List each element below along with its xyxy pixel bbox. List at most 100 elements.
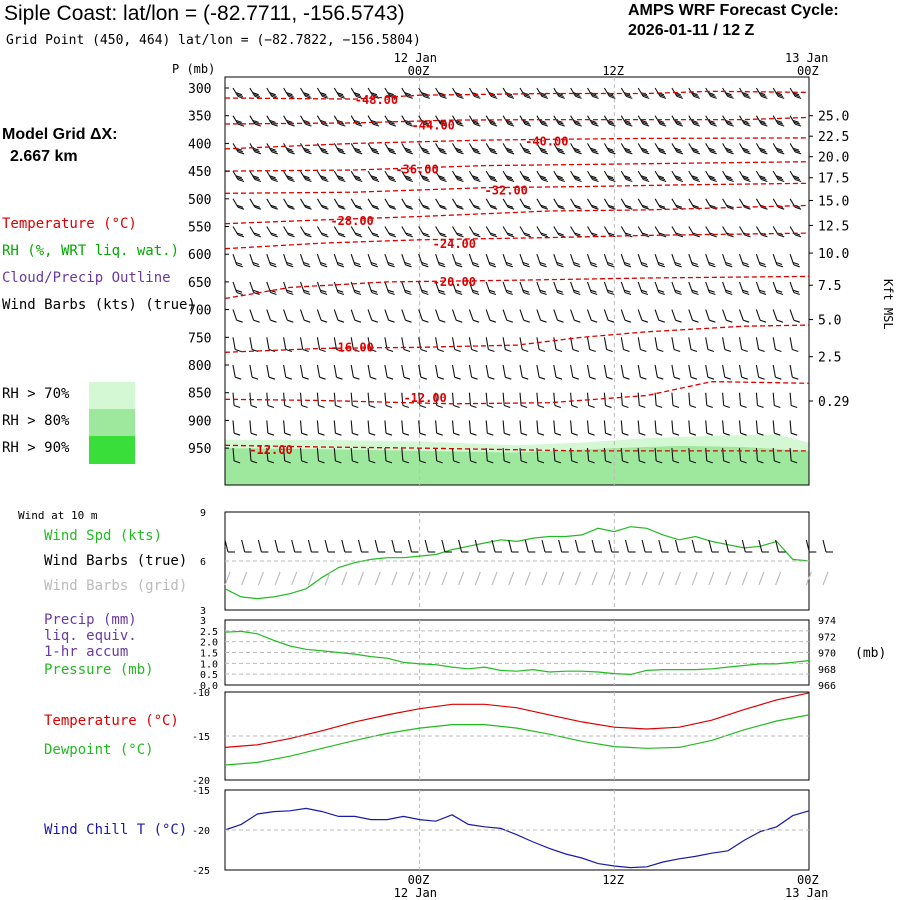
wind-barb-feather — [607, 264, 615, 268]
wind-barb — [300, 170, 312, 183]
wind-barb-feather — [538, 376, 546, 380]
wind-barb-feather — [760, 149, 767, 153]
isotherm-label: -36.00 — [395, 162, 438, 176]
wind-barb-staff — [637, 309, 643, 321]
wind-barb-feather — [573, 119, 580, 123]
wind-barb — [418, 143, 430, 155]
wind-barb — [350, 364, 360, 380]
wind-barb — [468, 254, 480, 268]
wind-barb — [266, 364, 276, 380]
wind-barb-feather — [406, 178, 413, 183]
wind-barb-feather — [592, 151, 599, 155]
wind-barb-feather — [353, 147, 361, 151]
wind-barb — [671, 281, 682, 296]
wind-barb-feather — [338, 204, 345, 208]
wind-barb-staff — [772, 254, 778, 265]
height-tick-label: 2.5 — [818, 351, 841, 366]
wind-barb-feather — [776, 149, 784, 153]
wind-barb-feather — [491, 151, 498, 155]
wind-barb-feather — [505, 376, 512, 380]
chill-ytick: -15 — [192, 786, 210, 797]
wind-barb-feather — [744, 178, 751, 183]
wind-barb — [688, 448, 697, 464]
wind-barb-feather — [792, 376, 799, 380]
wind-barb-feather — [506, 319, 513, 323]
wind-barb-feather — [726, 319, 733, 323]
wind-barb — [519, 420, 528, 436]
wind-barb-staff — [671, 448, 674, 461]
wind-barb-staff — [266, 420, 269, 434]
wind-barb — [688, 87, 700, 99]
wind-barb-feather — [761, 178, 768, 183]
wind-barb-feather — [540, 93, 547, 98]
legend-dewpoint: Dewpoint (°C) — [44, 742, 154, 758]
wind-barb — [418, 115, 430, 127]
wind-barb — [722, 448, 730, 464]
wind-barb-staff — [722, 392, 725, 406]
wind-barb — [536, 115, 549, 127]
wind-barb — [451, 309, 463, 323]
wind-barb-feather — [372, 151, 380, 155]
wind-barb-feather — [457, 123, 464, 127]
wind-barb-staff — [249, 309, 255, 321]
wind-barb — [519, 448, 528, 464]
wind-barb-staff — [519, 420, 522, 434]
wind-barb-feather — [624, 261, 631, 266]
wind-barb — [789, 281, 800, 296]
wind-barb-feather — [574, 93, 581, 98]
wind-barb-feather — [320, 264, 328, 268]
wind-barb-feather — [590, 261, 597, 266]
wind-barb — [316, 254, 328, 268]
wind-barb-feather — [304, 232, 311, 236]
wind-barb — [418, 281, 429, 296]
wind-barb-feather — [537, 404, 545, 409]
wind-barb-feather — [591, 291, 598, 296]
wind-barb-feather — [403, 376, 411, 380]
wind-barb — [452, 115, 464, 127]
wind-barb — [316, 392, 325, 409]
wind-barb-feather — [253, 204, 260, 208]
wind-barb-feather — [422, 291, 429, 296]
wind-barb-feather — [253, 232, 260, 236]
wind-barb-feather — [691, 261, 698, 266]
wind-barb-feather — [709, 149, 716, 153]
wind-barb-feather — [778, 178, 785, 183]
wind-barb-feather — [473, 149, 480, 153]
wind-barb-feather — [672, 432, 680, 436]
bottom-date-right: 13 Jan — [785, 886, 828, 900]
wind-barb-staff — [468, 448, 472, 461]
wind-barb-feather — [659, 95, 667, 99]
wind-barb — [485, 309, 497, 323]
wind-barb-feather — [388, 264, 395, 268]
wind-barb — [620, 170, 633, 183]
wind-barb-feather — [389, 178, 397, 183]
wind-barb-feather — [457, 178, 464, 183]
wind-barb-feather — [455, 119, 462, 123]
wind-barb — [485, 115, 498, 127]
wind-barb-feather — [607, 319, 615, 323]
wind-barb-feather — [385, 404, 393, 409]
wind-barb-feather — [726, 291, 733, 296]
legend-wind-speed: Wind Spd (kts) — [44, 528, 163, 544]
wind-barb-staff — [266, 364, 270, 378]
wind-barb — [266, 254, 277, 268]
wind-barb-feather — [354, 319, 362, 323]
wind-barb-feather — [741, 348, 748, 353]
wind-barb-feather — [725, 175, 732, 179]
wind-barb-staff — [603, 364, 608, 378]
wind-barb-feather — [253, 149, 260, 153]
wind-barb — [418, 364, 428, 380]
wind-barb-staff — [654, 448, 657, 461]
wind-barb-staff — [620, 448, 623, 461]
wind-ytick: 3 — [200, 606, 206, 617]
wind-barb-feather — [389, 234, 397, 238]
wind-barb-staff — [333, 281, 339, 293]
wind-barb — [789, 87, 802, 99]
wind-barb-staff — [553, 309, 559, 321]
wind-barb-staff — [401, 448, 404, 461]
wind-barb-feather — [457, 234, 464, 238]
wind-barb-feather — [369, 460, 376, 464]
true-barb — [458, 539, 463, 553]
wind-barb-staff — [688, 448, 691, 461]
wind-barb-staff — [384, 364, 388, 378]
